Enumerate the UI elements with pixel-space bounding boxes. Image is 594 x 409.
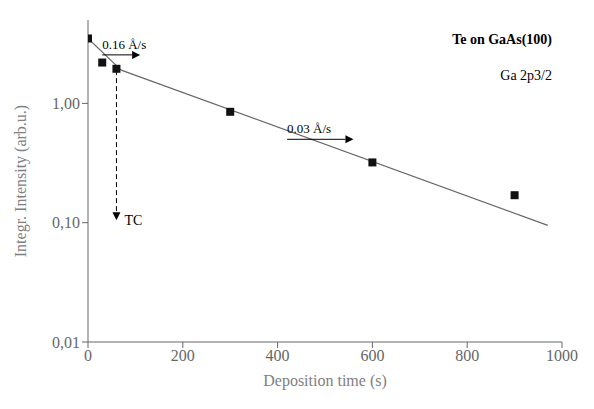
svg-text:600: 600 <box>360 347 384 364</box>
svg-text:Deposition time (s): Deposition time (s) <box>263 372 387 390</box>
html-text:Te on GaAs(100): Te on GaAs(100) <box>452 32 552 47</box>
svg-text:0,10: 0,10 <box>52 214 80 231</box>
svg-text:400: 400 <box>266 347 290 364</box>
svg-text:200: 200 <box>171 347 195 364</box>
svg-text:0,01: 0,01 <box>52 334 80 351</box>
svg-text:1000: 1000 <box>546 347 578 364</box>
svg-text:0: 0 <box>84 347 92 364</box>
svg-text:Integr. Intensity (arb.u.): Integr. Intensity (arb.u.) <box>12 105 30 257</box>
html-text:Ga 2p3/2: Ga 2p3/2 <box>500 68 552 83</box>
svg-text:TC: TC <box>124 213 142 228</box>
svg-text:1,00: 1,00 <box>52 95 80 112</box>
svg-text:0.16 Å/s: 0.16 Å/s <box>102 37 146 52</box>
svg-text:0.03 Å/s: 0.03 Å/s <box>287 121 331 136</box>
svg-text:800: 800 <box>455 347 479 364</box>
